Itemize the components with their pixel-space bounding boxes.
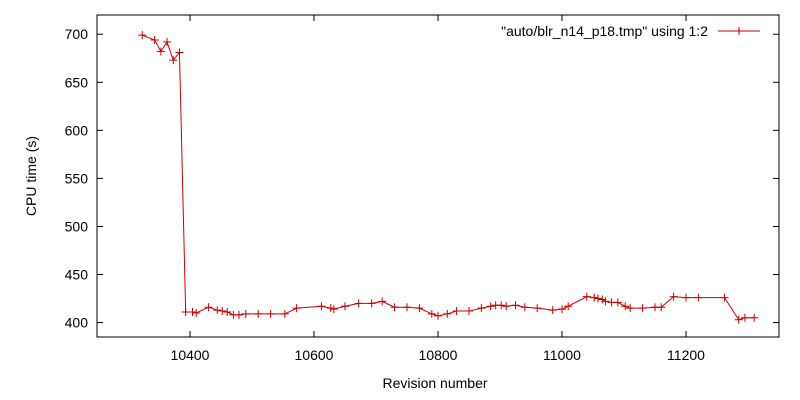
data-point-marker bbox=[341, 302, 349, 311]
data-point-marker bbox=[204, 303, 213, 312]
y-tick-label: 400 bbox=[65, 315, 89, 331]
data-point-marker bbox=[502, 302, 511, 311]
x-tick-label: 10600 bbox=[295, 347, 334, 363]
data-point-marker bbox=[682, 293, 690, 302]
data-point-marker bbox=[138, 31, 147, 40]
x-tick-label: 11200 bbox=[667, 347, 705, 363]
data-point-marker bbox=[669, 292, 678, 301]
y-tick-label: 450 bbox=[65, 267, 89, 283]
data-point-marker bbox=[317, 302, 326, 311]
data-point-marker bbox=[621, 302, 630, 311]
data-point-marker bbox=[163, 37, 172, 46]
data-point-marker bbox=[465, 307, 473, 316]
data-point-marker bbox=[329, 305, 338, 314]
data-point-marker bbox=[613, 298, 622, 307]
y-axis-label: CPU time (s) bbox=[23, 136, 39, 216]
y-tick-label: 650 bbox=[65, 74, 89, 90]
data-point-marker bbox=[657, 303, 666, 312]
series-line bbox=[142, 34, 755, 321]
data-point-marker bbox=[266, 309, 275, 318]
legend-label: "auto/blr_n14_p18.tmp" using 1:2 bbox=[501, 23, 708, 39]
data-point-marker bbox=[188, 308, 197, 317]
series-layer bbox=[138, 31, 759, 324]
data-point-marker bbox=[434, 311, 442, 320]
data-point-marker bbox=[378, 297, 387, 306]
data-point-marker bbox=[241, 309, 250, 318]
data-point-marker bbox=[192, 308, 201, 317]
data-point-marker bbox=[593, 294, 602, 303]
data-point-marker bbox=[601, 297, 610, 306]
data-point-marker bbox=[292, 304, 301, 313]
data-point-marker bbox=[520, 303, 529, 312]
data-point-marker bbox=[548, 306, 557, 315]
legend-marker bbox=[735, 27, 743, 35]
data-point-marker bbox=[234, 310, 243, 319]
data-point-marker bbox=[694, 293, 703, 302]
data-point-marker bbox=[403, 303, 411, 312]
data-point-marker bbox=[175, 48, 184, 57]
data-point-marker bbox=[590, 293, 599, 302]
legend: "auto/blr_n14_p18.tmp" using 1:2 bbox=[501, 23, 760, 39]
y-tick-label: 550 bbox=[65, 170, 89, 186]
data-point-marker bbox=[564, 302, 573, 311]
x-tick-label: 10800 bbox=[419, 347, 458, 363]
x-tick-label: 10400 bbox=[171, 347, 210, 363]
data-point-marker bbox=[497, 301, 506, 310]
data-point-marker bbox=[558, 305, 566, 314]
data-point-marker bbox=[533, 304, 542, 313]
x-axis-ticks: 10400 10600 10800 11000 11200 bbox=[171, 15, 705, 363]
data-point-marker bbox=[156, 47, 165, 56]
data-point-marker bbox=[223, 308, 232, 317]
data-point-marker bbox=[427, 309, 436, 318]
x-tick-label: 11000 bbox=[543, 347, 581, 363]
data-point-marker bbox=[734, 315, 743, 324]
data-point-marker bbox=[486, 302, 495, 311]
data-point-marker bbox=[477, 304, 486, 313]
data-point-marker bbox=[280, 309, 289, 318]
plot-frame bbox=[96, 14, 780, 338]
y-tick-label: 700 bbox=[65, 26, 89, 42]
y-tick-label: 600 bbox=[65, 122, 89, 138]
data-point-marker bbox=[452, 307, 461, 316]
data-point-marker bbox=[354, 299, 363, 308]
data-point-marker bbox=[638, 304, 647, 313]
x-axis-label: Revision number bbox=[382, 375, 487, 391]
data-point-marker bbox=[150, 35, 159, 44]
data-point-marker bbox=[740, 313, 749, 322]
data-point-marker bbox=[254, 309, 263, 318]
data-point-marker bbox=[720, 293, 729, 302]
data-point-marker bbox=[582, 292, 591, 301]
data-point-marker bbox=[367, 299, 376, 308]
data-point-marker bbox=[511, 301, 520, 310]
data-point-marker bbox=[169, 56, 178, 65]
data-point-marker bbox=[390, 303, 399, 312]
data-point-marker bbox=[181, 308, 190, 317]
data-point-marker bbox=[218, 307, 227, 316]
legend-marker-symbol bbox=[735, 27, 743, 35]
data-point-marker bbox=[626, 304, 635, 313]
y-axis-ticks: 400 450 500 550 600 650 700 bbox=[65, 26, 779, 331]
data-point-marker bbox=[443, 309, 452, 318]
data-point-marker bbox=[415, 304, 424, 313]
data-point-marker bbox=[750, 313, 759, 322]
y-tick-label: 500 bbox=[65, 218, 89, 234]
data-point-marker bbox=[213, 306, 222, 315]
